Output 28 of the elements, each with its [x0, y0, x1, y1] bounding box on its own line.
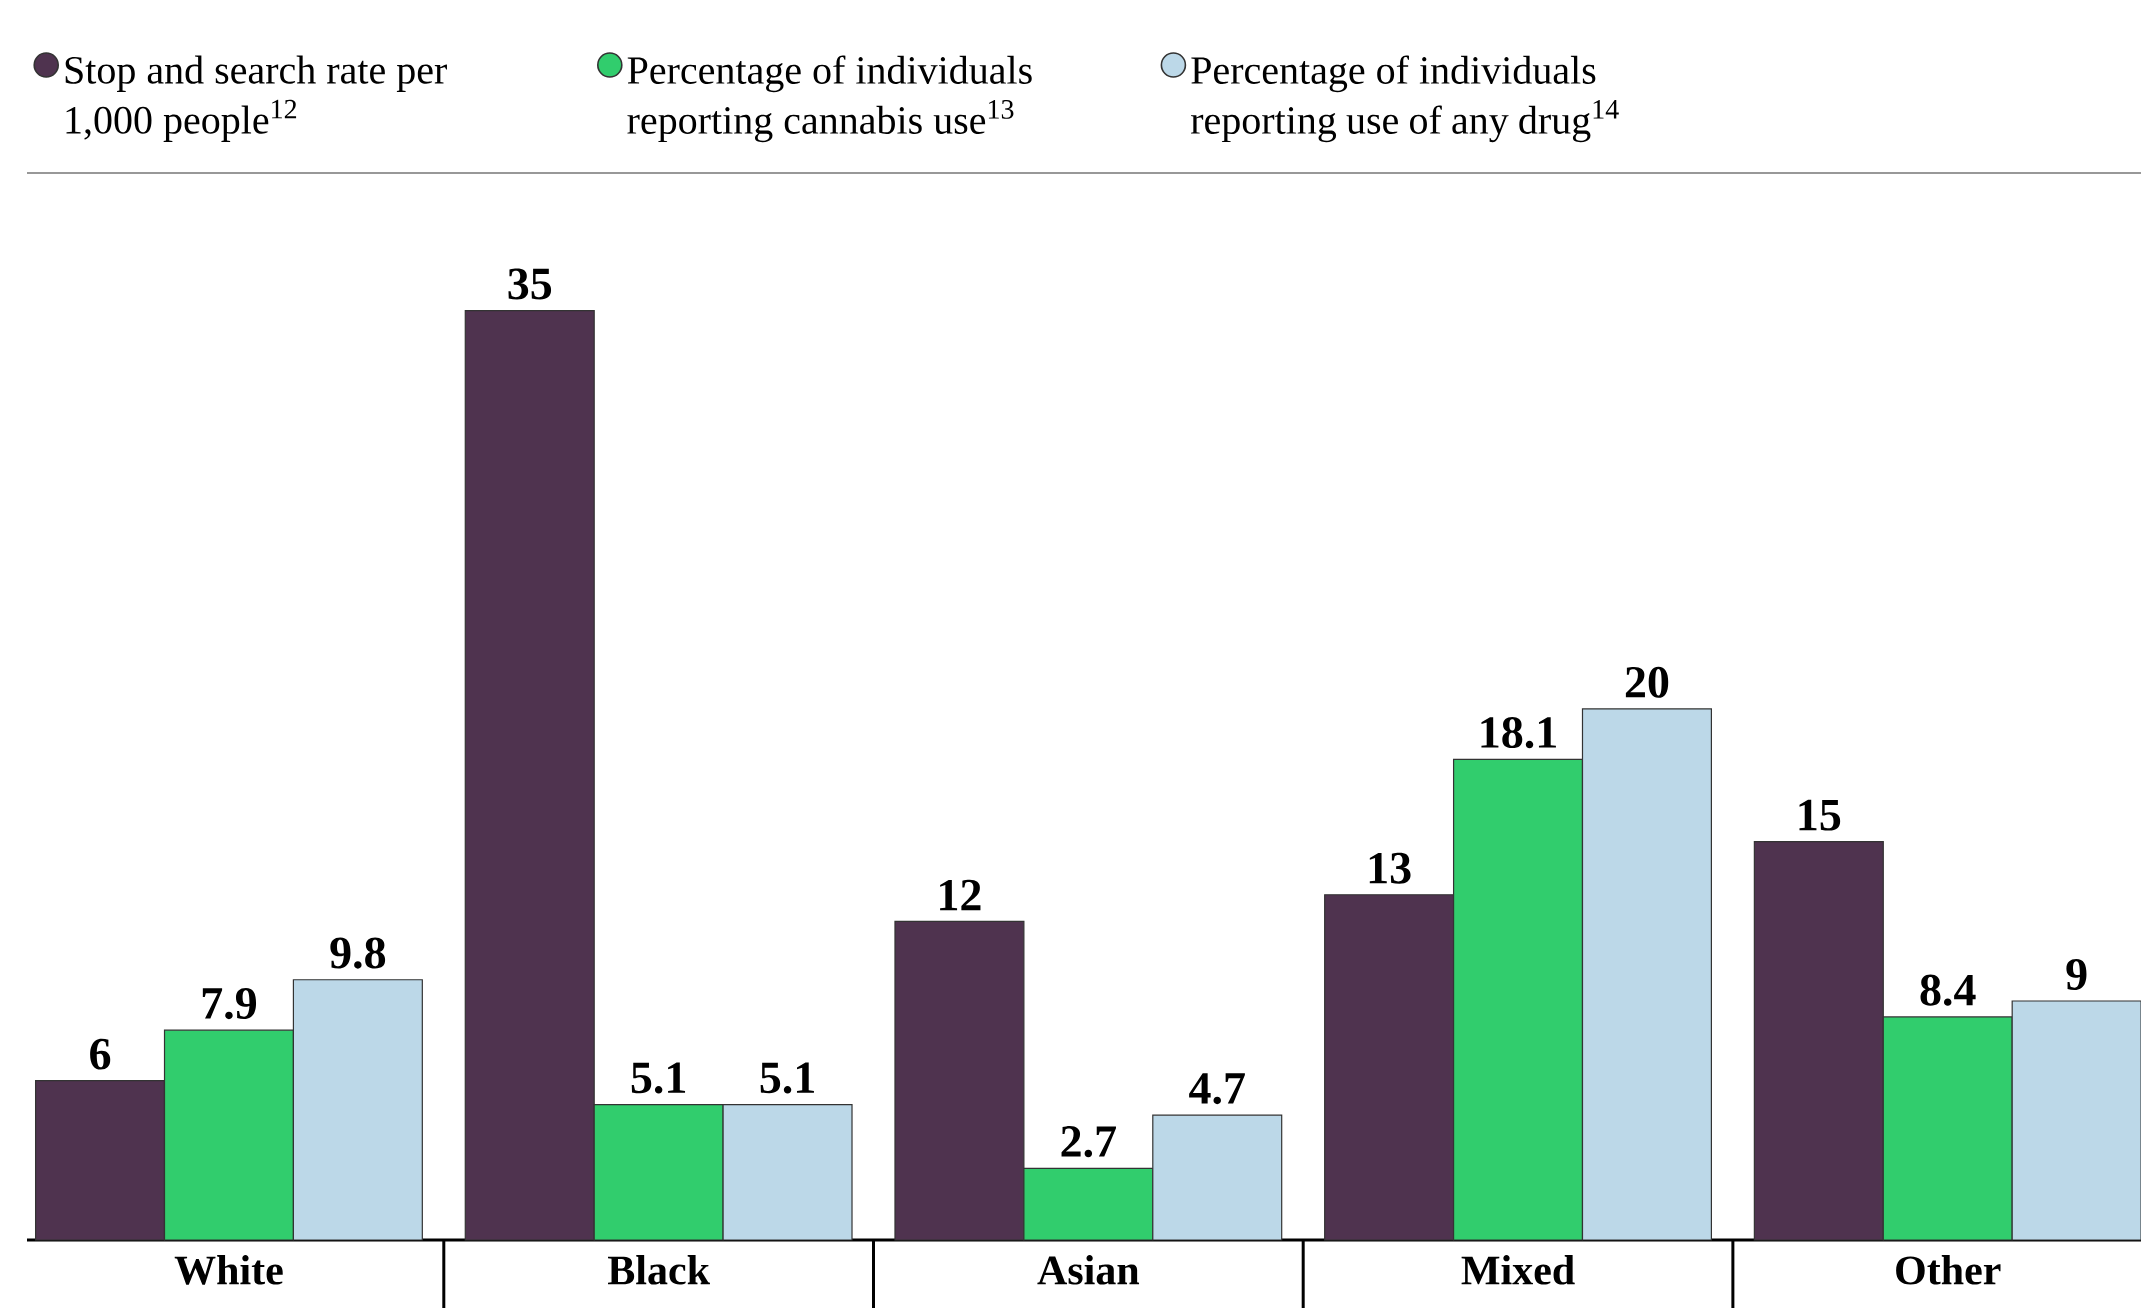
data-label: 18.1 [1481, 717, 1556, 749]
bar [1581, 708, 1712, 1241]
data-label: 5.1 [631, 1062, 686, 1094]
data-label: 4.7 [1189, 1073, 1245, 1105]
data-label: 7.9 [202, 988, 257, 1020]
data-label: 5.1 [760, 1062, 814, 1094]
x-tick-label: Asian [1037, 1255, 1140, 1285]
legend-label: Percentage of individuals reporting cannabis use$^{13}$ [627, 55, 1032, 143]
bar [292, 979, 423, 1241]
data-label: 13 [1369, 852, 1411, 884]
x-tick-label: White [174, 1255, 283, 1285]
bar [2011, 1000, 2141, 1241]
data-label: 12 [940, 879, 981, 911]
data-label: 6 [90, 1038, 111, 1070]
data-label: 9 [2066, 959, 2087, 990]
data-label: 15 [1799, 799, 1841, 831]
data-label: 8.4 [1920, 974, 1976, 1006]
x-tick-label: Black [608, 1255, 710, 1285]
legend-label: Percentage of individuals reporting use of any drug$^{14}$ [1191, 55, 1619, 143]
data-label: 2.7 [1061, 1126, 1116, 1158]
data-label: 35 [508, 268, 552, 300]
bar [722, 1103, 853, 1241]
legend-label: Stop and search rate per 1,000 people$^{12}$ [65, 55, 447, 142]
x-tick-label: Other [1896, 1255, 2001, 1285]
x-tick-label: Mixed [1461, 1255, 1575, 1285]
data-label: 20 [1625, 666, 1669, 698]
data-label: 9.8 [330, 937, 386, 969]
bar [1152, 1114, 1283, 1241]
